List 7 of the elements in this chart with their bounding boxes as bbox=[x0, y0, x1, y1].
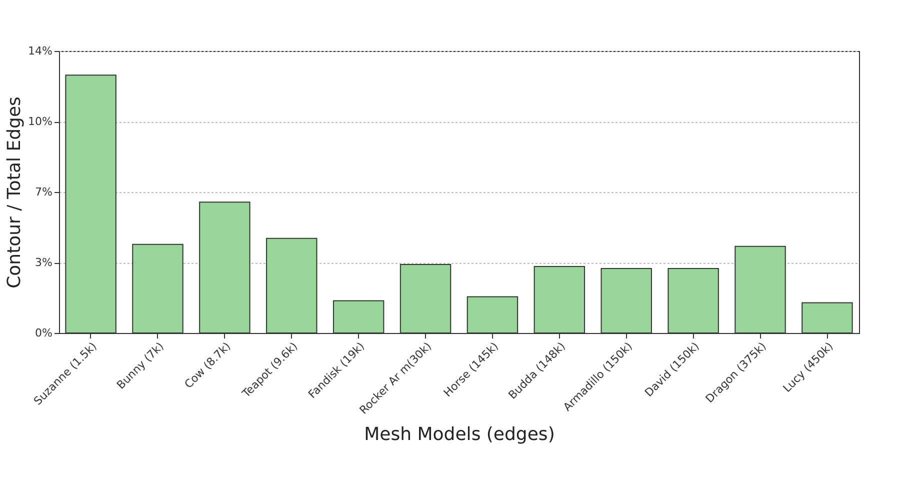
y-tick-label: 10% bbox=[28, 115, 52, 128]
y-tick-label: 14% bbox=[28, 44, 52, 58]
y-tick-label: 7% bbox=[35, 186, 52, 198]
y-tick-label: 0% bbox=[35, 326, 52, 340]
y-tick-label: 3% bbox=[35, 256, 52, 269]
x-axis-title: Mesh Models (edges) bbox=[364, 424, 555, 446]
y-axis-title: Contour / Total Edges bbox=[4, 96, 26, 288]
